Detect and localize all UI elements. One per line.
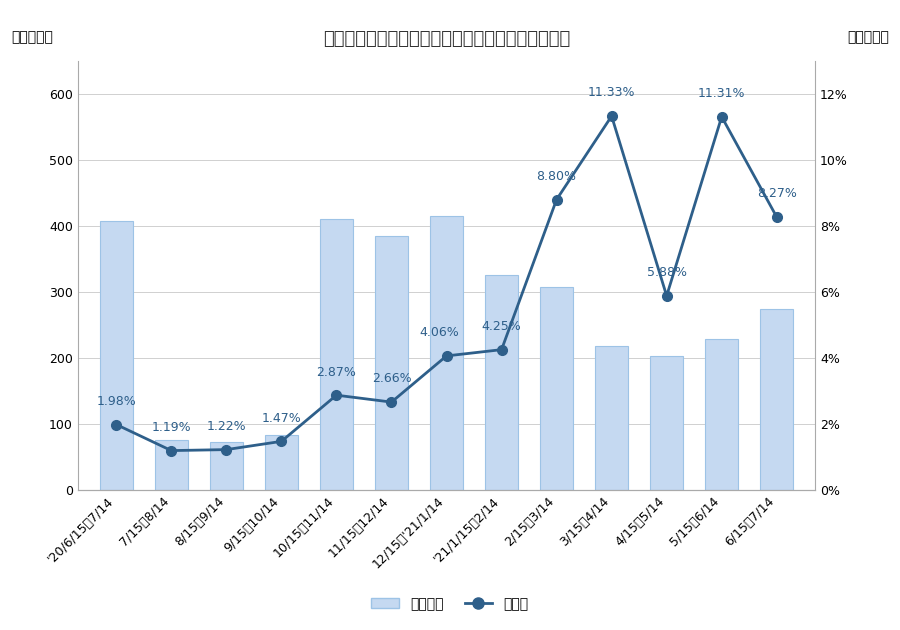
Title: 東京ミッドタウンクリニックでの抗体検査の陽性率: 東京ミッドタウンクリニックでの抗体検査の陽性率: [323, 30, 570, 49]
Text: 11.33%: 11.33%: [588, 86, 635, 100]
Bar: [760, 309, 793, 490]
Text: （陽性率）: （陽性率）: [847, 30, 889, 44]
Text: 11.31%: 11.31%: [698, 87, 745, 100]
Text: 2.87%: 2.87%: [317, 365, 356, 379]
Text: 2.66%: 2.66%: [372, 372, 411, 386]
Text: 8.27%: 8.27%: [757, 187, 796, 200]
Text: 4.06%: 4.06%: [419, 326, 459, 339]
Text: 1.47%: 1.47%: [262, 411, 302, 425]
Text: （検査数）: （検査数）: [12, 30, 53, 44]
Text: 5.88%: 5.88%: [647, 266, 687, 279]
Bar: [100, 220, 133, 490]
Bar: [706, 340, 738, 490]
Bar: [485, 275, 518, 490]
Bar: [430, 216, 463, 490]
Bar: [595, 346, 628, 490]
Bar: [540, 287, 573, 490]
Text: 4.25%: 4.25%: [482, 320, 521, 333]
Text: 1.98%: 1.98%: [96, 395, 136, 408]
Bar: [650, 356, 683, 490]
Text: 1.22%: 1.22%: [207, 420, 247, 433]
Bar: [265, 435, 298, 490]
Bar: [155, 440, 188, 490]
Legend: 検査件数, 陽性例: 検査件数, 陽性例: [365, 592, 535, 617]
Text: 1.19%: 1.19%: [151, 421, 191, 434]
Bar: [320, 219, 353, 490]
Bar: [210, 442, 243, 490]
Text: 8.80%: 8.80%: [536, 170, 577, 183]
Bar: [375, 236, 408, 490]
